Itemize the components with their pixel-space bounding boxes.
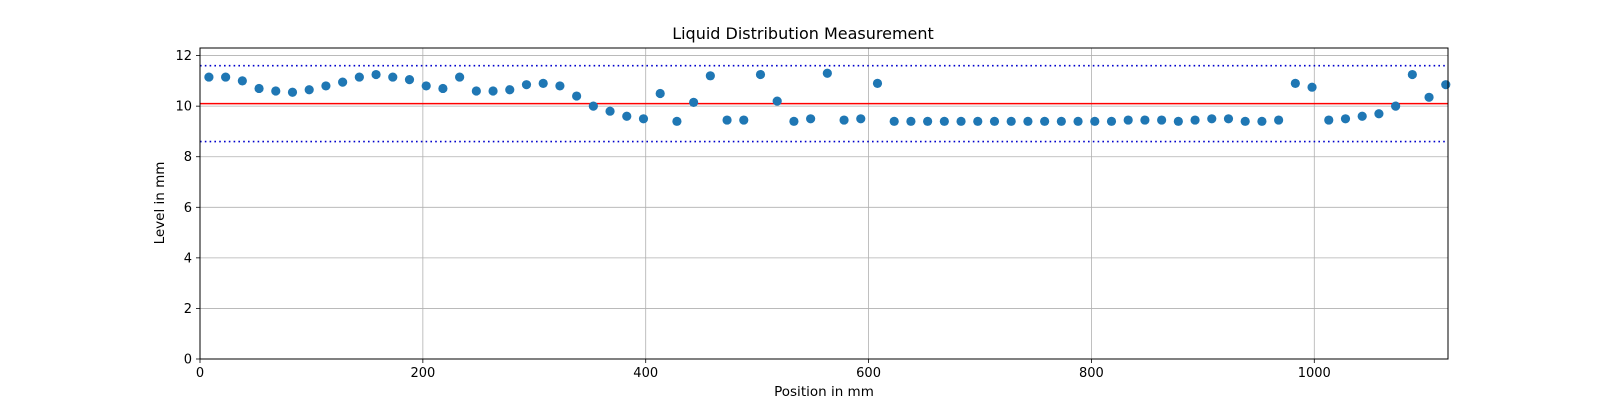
data-point	[638, 114, 649, 124]
data-point	[1157, 115, 1167, 125]
data-point	[1023, 116, 1033, 126]
data-point	[655, 88, 665, 99]
data-point	[254, 83, 264, 94]
data-point	[1324, 115, 1334, 125]
data-point	[1240, 116, 1250, 126]
data-point	[1123, 115, 1133, 125]
data-point	[237, 76, 247, 86]
data-point	[789, 116, 799, 126]
plot-frame	[199, 47, 1449, 360]
data-point	[1207, 114, 1217, 124]
data-point	[588, 101, 598, 111]
data-point	[438, 83, 448, 94]
data-point	[455, 72, 465, 82]
data-point	[772, 96, 782, 106]
data-point	[404, 75, 415, 85]
data-point	[354, 72, 364, 82]
data-point	[221, 72, 231, 82]
grid-lines	[199, 48, 1448, 360]
data-point	[755, 69, 766, 80]
y-tick-label: 4	[184, 251, 192, 266]
data-point	[1056, 116, 1066, 126]
data-point	[889, 116, 899, 126]
y-axis-title: Level in mm	[152, 162, 168, 245]
data-point	[906, 116, 916, 126]
data-points	[204, 68, 1451, 126]
data-point	[287, 87, 298, 97]
data-point	[1391, 101, 1401, 111]
y-tick-label: 12	[175, 49, 192, 64]
data-point	[1290, 78, 1300, 88]
x-axis-title: Position in mm	[774, 384, 874, 400]
data-point	[839, 115, 849, 125]
data-point	[689, 97, 699, 107]
data-point	[1257, 116, 1267, 126]
data-point	[722, 115, 732, 125]
data-point	[1006, 116, 1016, 126]
data-point	[705, 71, 715, 81]
x-tick-label: 200	[410, 366, 435, 381]
data-point	[1040, 116, 1050, 126]
chart-title: Liquid Distribution Measurement	[672, 24, 934, 43]
data-point	[973, 116, 983, 126]
data-point	[555, 81, 565, 91]
x-tick-label: 800	[1079, 366, 1104, 381]
data-point	[956, 116, 966, 126]
data-point	[338, 77, 348, 87]
data-point	[204, 72, 214, 82]
data-point	[739, 115, 749, 125]
data-point	[1374, 109, 1384, 119]
data-point	[421, 81, 431, 91]
data-point	[1190, 115, 1200, 125]
x-tick-label: 400	[633, 366, 658, 381]
y-tick-label: 2	[184, 302, 192, 317]
axis-ticks: 0 200 400 600 800 1000 0 2 4 6 8 10 12	[175, 49, 1330, 381]
data-point	[271, 86, 281, 96]
data-point	[806, 114, 816, 124]
data-point	[1357, 111, 1367, 121]
data-point	[521, 80, 532, 90]
y-tick-label: 8	[184, 150, 192, 165]
data-point	[538, 78, 548, 88]
data-point	[1090, 116, 1100, 126]
data-point	[1307, 82, 1317, 92]
data-point	[1223, 114, 1234, 124]
data-point	[1140, 115, 1150, 125]
data-point	[572, 91, 582, 101]
reference-lines	[200, 64, 1448, 143]
data-point	[388, 72, 398, 82]
data-point	[505, 85, 515, 95]
data-point	[856, 114, 866, 124]
data-point	[605, 106, 615, 116]
data-point	[488, 86, 498, 96]
data-point	[1340, 114, 1351, 124]
data-point	[1106, 116, 1117, 126]
y-tick-label: 6	[184, 201, 192, 216]
data-point	[471, 86, 481, 96]
data-point	[371, 69, 381, 80]
data-point	[1424, 92, 1434, 102]
data-point	[1441, 80, 1451, 90]
x-tick-label: 600	[856, 366, 881, 381]
x-tick-label: 1000	[1298, 366, 1331, 381]
data-point	[822, 68, 832, 78]
data-point	[304, 85, 314, 95]
y-tick-label: 10	[175, 100, 192, 115]
data-point	[1173, 116, 1183, 126]
data-point	[1407, 69, 1417, 80]
data-point	[321, 81, 331, 91]
data-point	[923, 116, 933, 126]
data-point	[989, 116, 1000, 126]
data-point	[1073, 116, 1083, 126]
data-point	[872, 78, 883, 88]
data-point	[939, 116, 949, 126]
data-point	[622, 111, 632, 121]
data-point	[1274, 115, 1284, 125]
x-tick-label: 0	[196, 366, 204, 381]
y-tick-label: 0	[184, 353, 192, 368]
data-point	[672, 116, 682, 126]
